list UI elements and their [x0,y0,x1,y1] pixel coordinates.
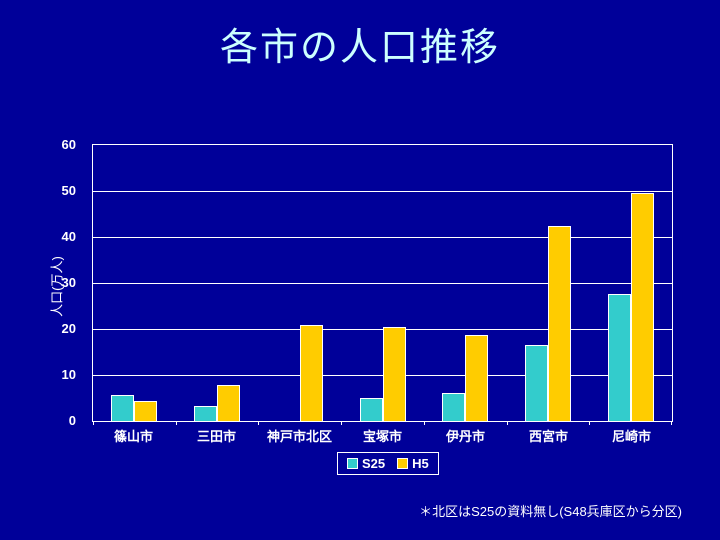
chart-legend: S25 H5 [337,452,439,475]
bar-s25-cat3 [359,398,383,421]
bar-h5-cat1 [217,384,241,421]
x-category-label: 伊丹市 [445,429,485,444]
x-axis-tick [176,421,177,425]
y-tick-label: 20 [61,321,76,336]
bar-h5-cat2 [299,325,323,421]
bar-h5-cat4 [465,334,489,421]
bar-s25-cat4 [442,393,466,421]
bar-s25-cat5 [524,344,548,421]
x-category-label: 尼崎市 [611,429,651,444]
gridline [93,237,672,238]
x-axis-labels: 篠山市 三田市 神戸市北区 宝塚市 伊丹市 西宮市 尼崎市 [92,426,673,445]
x-axis-tick [93,421,94,425]
bar-h5-cat0 [134,400,158,421]
x-category-label: 西宮市 [528,429,568,444]
y-tick-label: 50 [61,183,76,198]
bar-s25-cat0 [111,394,135,421]
x-axis-tick [258,421,259,425]
footnote: ＊北区はS25の資料無し(S48兵庫区から分区) [419,504,682,519]
legend-label: S25 [362,456,386,471]
y-tick-label: 30 [61,275,76,290]
x-category-label: 宝塚市 [362,429,402,444]
y-tick-label: 40 [61,229,76,244]
plot-area [92,144,673,425]
x-axis-tick [589,421,590,425]
y-tick-label: 0 [68,413,76,428]
x-category-label: 三田市 [196,429,236,444]
gridline [93,283,672,284]
bar-s25-cat1 [194,406,218,421]
y-tick-label: 10 [61,367,76,382]
slide-title: 各市の人口推移 [219,27,500,69]
x-category-label: 神戸市北区 [266,429,332,444]
legend-item-s25: S25 [347,456,385,471]
x-axis-tick [671,421,672,425]
legend-label: H5 [412,456,429,471]
x-axis-tick [341,421,342,425]
x-axis-tick [507,421,508,425]
legend-swatch-h5 [397,458,409,469]
bar-h5-cat3 [382,326,406,421]
bar-s25-cat6 [607,293,631,421]
x-axis-tick [424,421,425,425]
y-tick-label: 60 [61,137,76,152]
bar-h5-cat5 [547,225,571,421]
x-category-label: 篠山市 [113,429,153,444]
legend-item-h5: H5 [397,456,429,471]
y-axis-tick-labels: 0 10 20 30 40 50 60 [0,137,86,428]
legend-swatch-s25 [347,458,358,469]
bar-h5-cat6 [630,193,654,421]
gridline [93,191,672,192]
